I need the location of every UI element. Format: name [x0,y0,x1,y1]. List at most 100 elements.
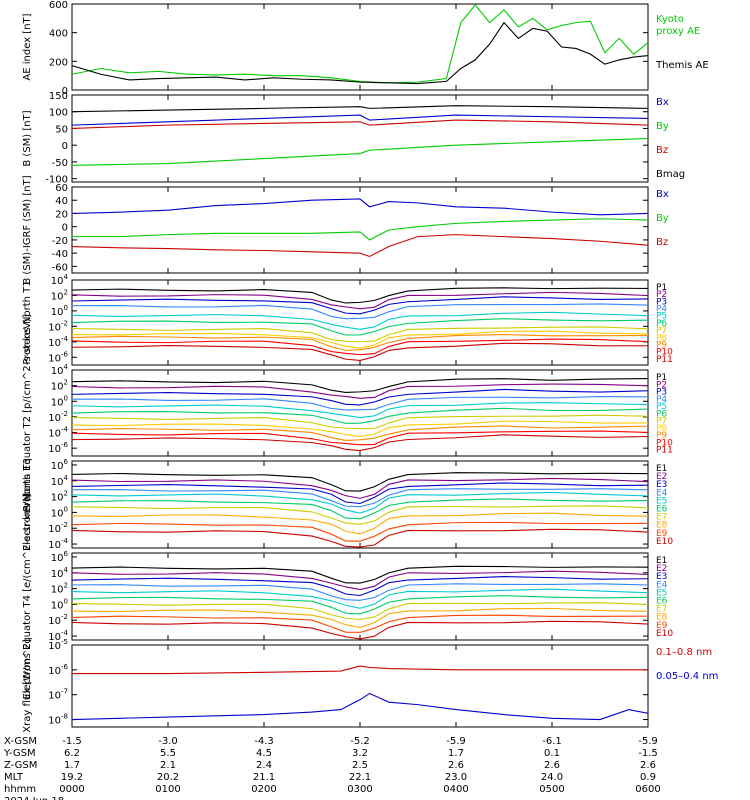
legend-E9: E9 [656,621,668,631]
y-tick-label: 104 [51,566,69,580]
series-line-E10 [71,528,649,548]
y-tick-label: 102 [51,490,68,504]
panel-frame-7 [71,644,649,728]
y-tick-label: 102 [51,379,68,393]
series-line-E6 [71,498,649,520]
series-line-E1 [71,565,649,584]
ephemeris-label: MLT [4,772,24,783]
series-line-Bmag [71,105,649,113]
ephemeris-value: 0500 [539,784,564,795]
legend-P3: P3 [656,297,667,307]
series-line-E10 [71,620,649,640]
y-tick-label: 10-6 [48,350,68,364]
series-line-P6 [71,318,649,336]
legend-P9: P9 [656,431,667,441]
ephemeris-value: 22.1 [349,772,371,783]
ephemeris-value: 2.6 [448,760,464,771]
series-line-Bz [71,119,649,130]
legend-E8: E8 [656,613,668,623]
legend-Bx: Bx [656,97,669,108]
series-line-Bz [71,234,649,258]
y-tick-label: 106 [51,550,69,564]
legend-P1: P1 [656,283,667,293]
y-tick-label: 100 [51,304,68,318]
y-axis-label: Electrons North T3 [22,458,33,551]
series-line-P2 [71,383,649,399]
series-line-P4 [71,303,649,320]
series-line-E1 [71,472,649,492]
series-line-P2 [71,291,649,310]
y-tick-label: 600 [49,0,68,11]
y-tick-label: 10-8 [48,713,68,727]
y-tick-label: 10-4 [48,335,68,349]
ephemeris-value: 0.9 [640,772,656,783]
series-line-E2 [71,570,649,591]
ephemeris-label: hhmm [4,784,36,795]
y-tick-label: 10-2 [48,410,68,424]
ephemeris-value: 0.1 [544,748,560,759]
y-tick-label: 10-4 [48,629,68,643]
series-line-P3 [71,388,649,406]
y-tick-label: 10-6 [48,663,68,677]
series-line-P7 [71,326,649,343]
legend-E4: E4 [656,580,668,590]
legend-P8: P8 [656,333,667,343]
ephemeris-value: 0000 [59,784,84,795]
legend-themis-ae: Themis AE [655,60,709,71]
y-tick-label: 100 [49,108,68,119]
y-tick-label: -100 [45,175,68,186]
series-line-P4 [71,396,649,411]
ephemeris-value: 2.6 [640,760,656,771]
series-line-P11 [71,342,649,361]
y-tick-label: 10-4 [48,426,68,440]
ephemeris-label: X-GSM [4,736,37,747]
y-tick-label: 10-5 [48,638,68,652]
ephemeris-value: 1.7 [64,760,80,771]
ephemeris-value: 0400 [443,784,468,795]
legend-Bz: Bz [656,237,668,248]
series-line-By [72,218,649,241]
legend-E6: E6 [656,505,668,515]
legend-P6: P6 [656,409,667,419]
ephemeris-value: -4.3 [254,736,274,747]
y-tick-label: 102 [51,288,68,302]
y-tick-label: 10-2 [48,521,68,535]
legend-E4: E4 [656,488,668,498]
y-tick-label: 40 [55,196,68,207]
legend-P10: P10 [656,348,673,358]
legend-Bmag: Bmag [656,169,685,180]
series-line-P1 [71,287,649,304]
legend-By: By [656,213,669,224]
series-line-E5 [71,588,649,609]
y-tick-label: 10-2 [48,613,68,627]
ephemeris-value: 5.5 [160,748,176,759]
legend-P3: P3 [656,388,667,398]
series-line-P10 [71,430,649,446]
y-tick-label: 0 [62,86,68,97]
ephemeris-value: 2.5 [352,760,368,771]
legend-E1: E1 [656,464,667,474]
ephemeris-value: -5.2 [350,736,370,747]
y-tick-label: 106 [51,458,69,472]
series-line-Bx [71,114,649,126]
ephemeris-value: 23.0 [445,772,467,783]
y-tick-label: 400 [49,29,68,40]
ephemeris-label: Z-GSM [4,760,37,771]
y-tick-label: 100 [51,597,68,611]
legend-E3: E3 [656,572,667,582]
series-line-E3 [71,482,649,505]
legend-P4: P4 [656,395,667,405]
legend-P6: P6 [656,319,667,329]
ephemeris-value: 2.4 [256,760,272,771]
series-line-Themis-AE [71,21,649,85]
series-line-P8 [71,330,649,349]
series-line-E2 [71,477,649,499]
legend-P4: P4 [656,305,667,315]
y-axis-label: Protons Equator T2 [p/(cm^2-s-sr-keV)] [22,314,33,511]
panel-frame-1 [71,94,649,183]
legend-0-05-0-4-nm: 0.05–0.4 nm [656,671,718,682]
y-tick-label: 0 [62,223,68,234]
ephemeris-value: 1.7 [448,748,464,759]
series-line-0-1-0-8-nm [72,665,648,675]
